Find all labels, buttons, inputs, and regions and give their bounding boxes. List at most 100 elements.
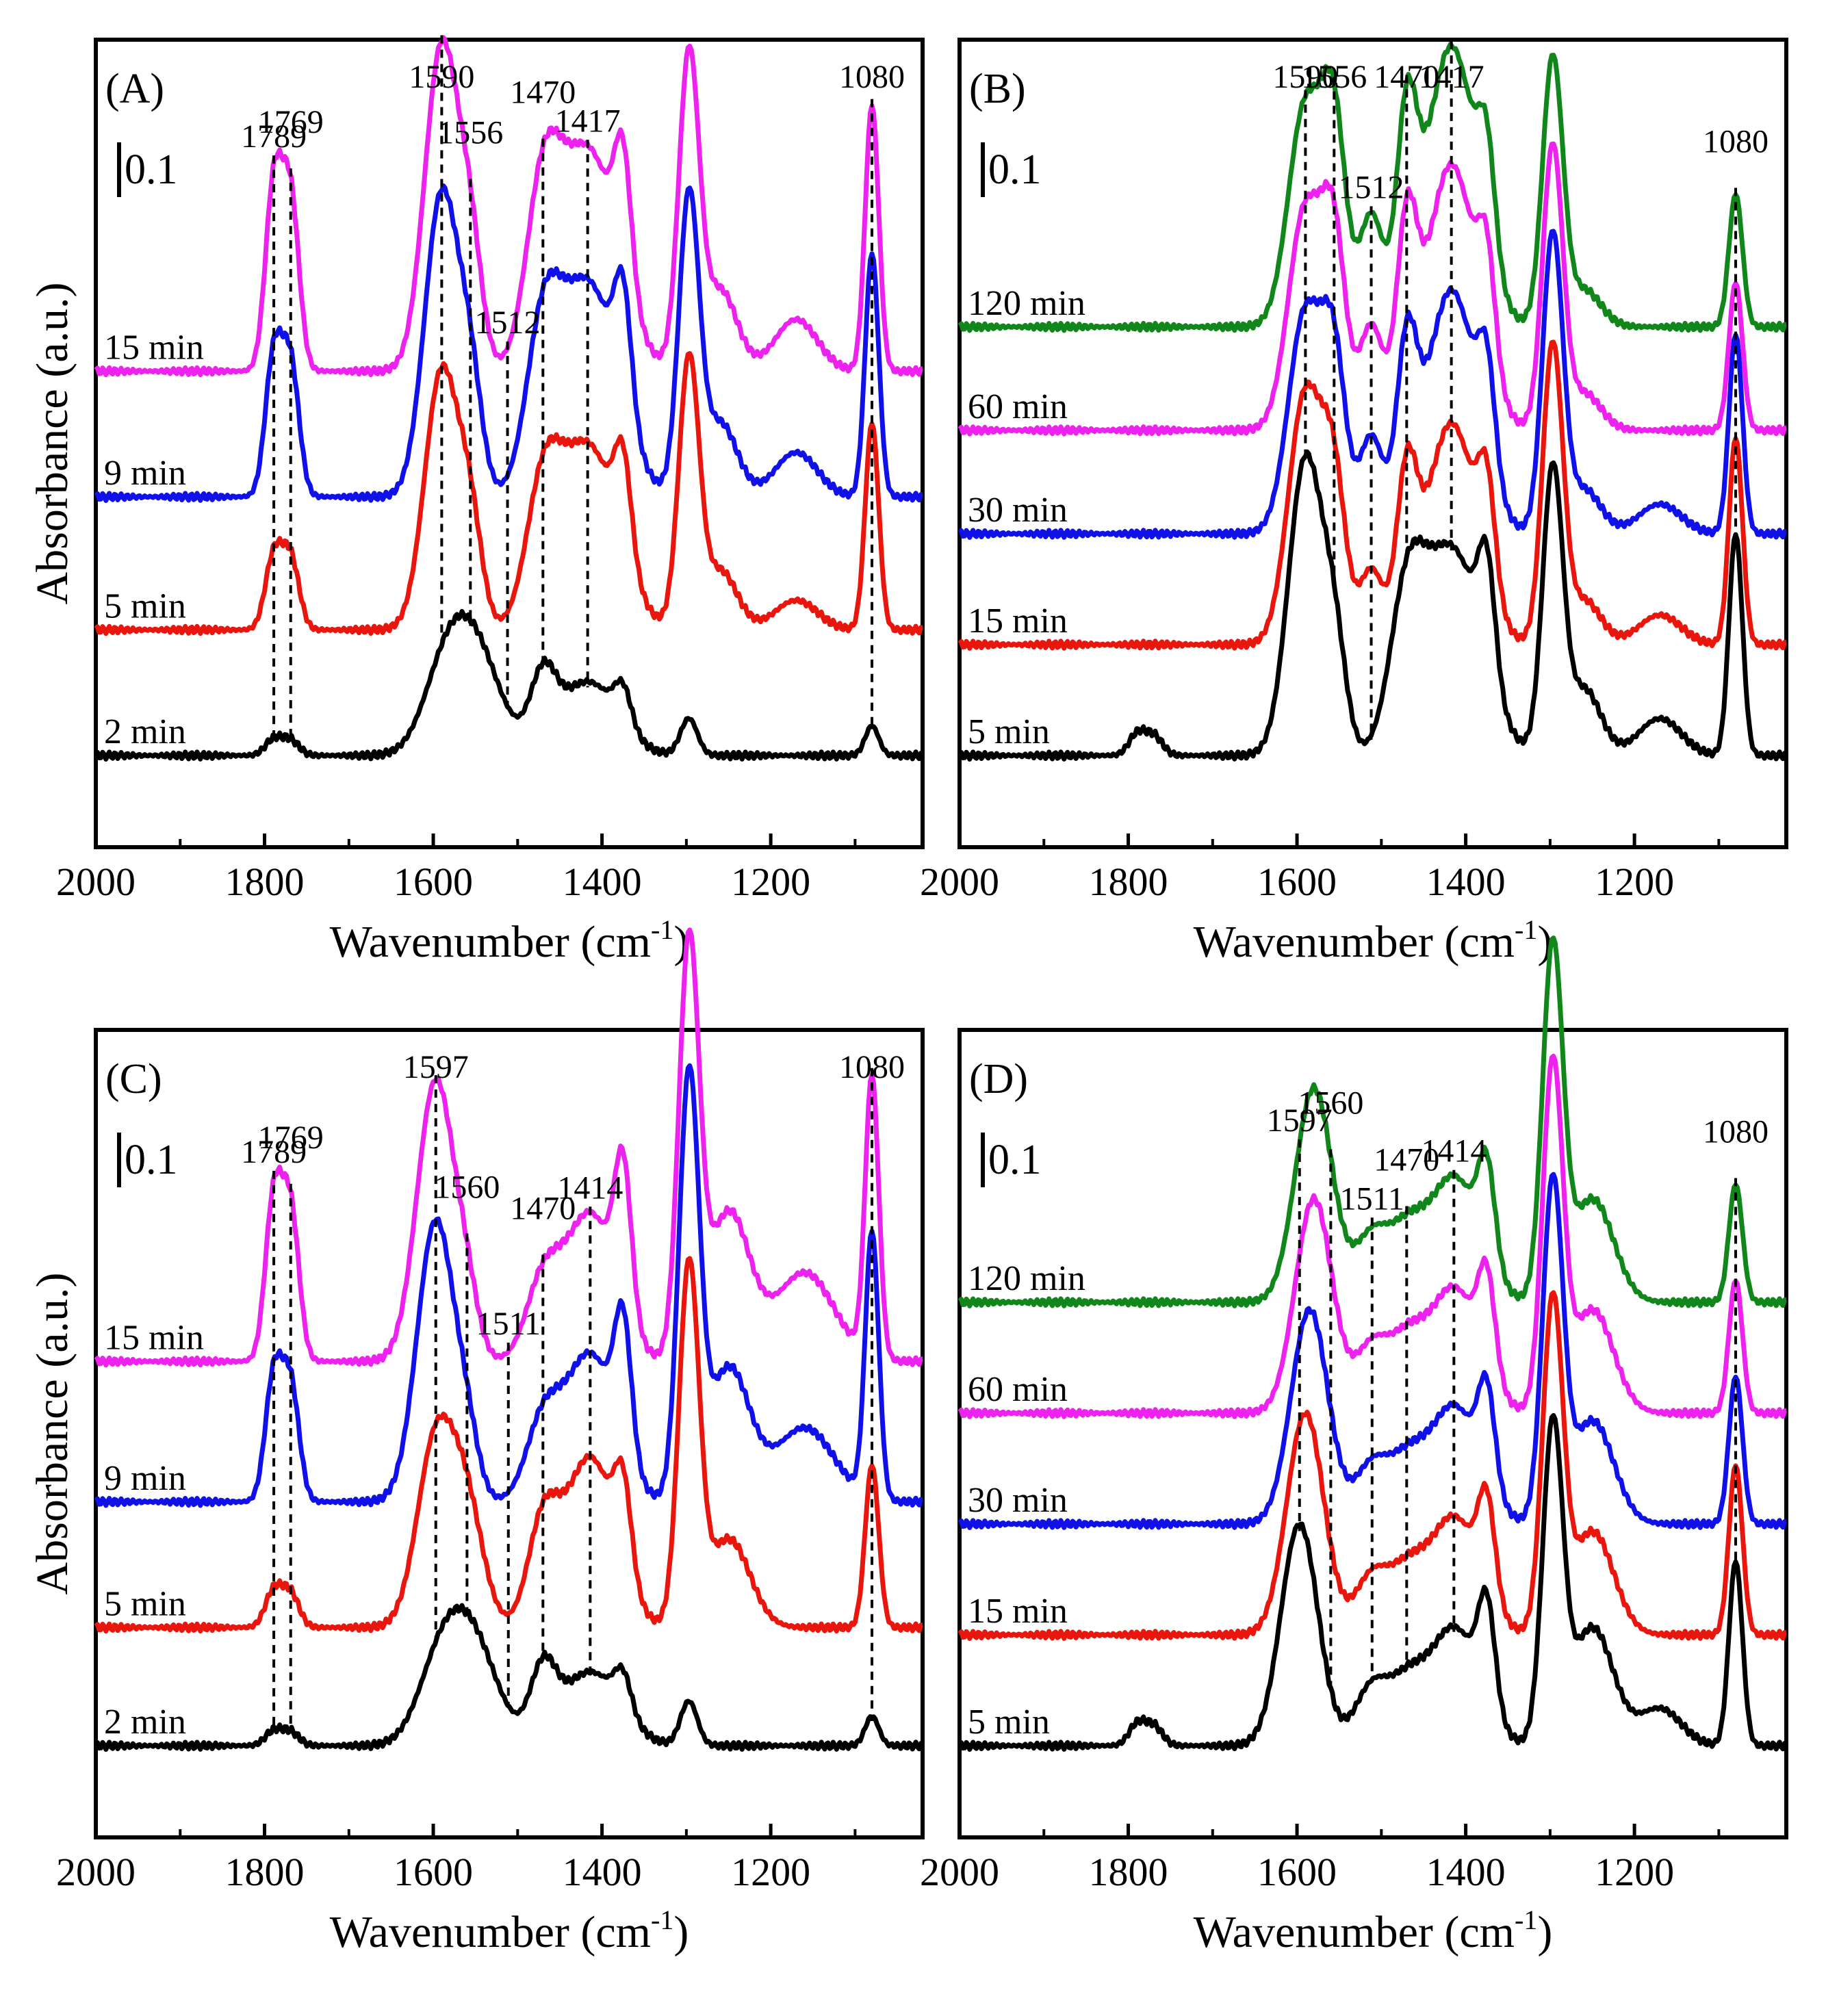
peak-label: 1769 <box>258 1120 324 1156</box>
peak-label: 1080 <box>839 1049 905 1085</box>
series-label: 5 min <box>968 1703 1050 1742</box>
x-tick-label: 1400 <box>563 1850 642 1894</box>
plot-frame <box>94 1028 925 1839</box>
series-label: 120 min <box>968 1259 1085 1298</box>
y-axis-title: Absorbance (a.u.) <box>27 1273 77 1595</box>
peak-label: 1560 <box>1298 1085 1363 1121</box>
panel-b: 2000 1800 1600 1400 1200 Wavenumber (cm-1) (B)… <box>920 38 1788 967</box>
series-label: 30 min <box>968 491 1068 530</box>
peak-label: 1556 <box>1301 59 1367 95</box>
plot-frame <box>957 38 1788 849</box>
x-axis-title-main: Wavenumber (cm <box>330 917 651 967</box>
x-tick-label: 1400 <box>563 860 642 904</box>
x-axis-title-superscript: -1 <box>651 1904 673 1935</box>
y-axis-title: Absorbance (a.u.) <box>27 283 77 605</box>
x-tick-label: 2000 <box>56 860 136 904</box>
peak-label: 1080 <box>1703 123 1769 159</box>
x-tick-label: 1200 <box>731 1850 810 1894</box>
peak-label: 1511 <box>476 1306 541 1342</box>
x-axis-title-main: Wavenumber (cm <box>330 1907 651 1957</box>
peak-label: 1789 <box>241 1134 307 1170</box>
series-label: 9 min <box>104 1459 186 1498</box>
x-axis-title: Wavenumber (cm-1) <box>1194 914 1553 967</box>
peak-label: 1590 <box>409 59 474 95</box>
spectrum-line <box>94 927 923 1368</box>
series-label: 15 min <box>104 1319 204 1358</box>
x-tick-label: 2000 <box>56 1850 136 1894</box>
series-label: 5 min <box>104 587 186 626</box>
scale-label: 0.1 <box>988 1137 1042 1183</box>
x-axis-title: Wavenumber (cm-1) <box>330 914 689 967</box>
panel-a: 2000 1800 1600 1400 1200 Wavenumber (cm-1) Abs… <box>27 35 925 967</box>
peak-label: 1470 <box>510 1191 576 1227</box>
panel-label: (B) <box>969 66 1026 112</box>
scale-label: 0.1 <box>988 146 1042 193</box>
panel-label: (C) <box>105 1056 162 1102</box>
x-tick-label: 2000 <box>920 1850 999 1894</box>
x-tick-label: 1200 <box>1595 1850 1674 1894</box>
x-axis-title-main: Wavenumber (cm <box>1194 1907 1515 1957</box>
x-tick-label: 2000 <box>920 860 999 904</box>
peak-label: 1414 <box>557 1169 623 1206</box>
x-tick-label: 1800 <box>225 860 305 904</box>
spectrum-line <box>94 1063 923 1508</box>
panel-d: 2000 1800 1600 1400 1200 Wavenumber (cm-1) (D)… <box>920 935 1788 1957</box>
spectrum-line <box>94 608 923 762</box>
spectrum-line <box>94 1256 923 1634</box>
series-label: 9 min <box>104 454 186 493</box>
peak-label: 1556 <box>437 115 503 151</box>
panel-label: (A) <box>105 66 164 112</box>
panel-c: 2000 1800 1600 1400 1200 Wavenumber (cm-1) Abs… <box>27 927 925 1957</box>
x-axis-title-superscript: -1 <box>1515 914 1537 945</box>
spectrum-line <box>957 141 1787 437</box>
spectrum-line <box>94 351 923 636</box>
x-tick-label: 1800 <box>225 1850 305 1894</box>
x-axis-title-close: ) <box>1537 1907 1552 1957</box>
peak-label: 1470 <box>1374 1141 1439 1178</box>
x-tick-label: 1200 <box>1595 860 1674 904</box>
series-label: 60 min <box>968 1370 1068 1409</box>
peak-label: 1597 <box>1267 1102 1333 1139</box>
series-label: 15 min <box>968 602 1068 641</box>
x-axis-title-main: Wavenumber (cm <box>1194 917 1515 967</box>
peak-label: 1560 <box>434 1169 500 1205</box>
x-tick-label: 1600 <box>394 860 473 904</box>
peak-label: 1414 <box>1421 1133 1487 1169</box>
series-label: 15 min <box>968 1592 1068 1631</box>
spectrum-line <box>957 449 1787 762</box>
peak-label: 1597 <box>403 1049 469 1085</box>
peak-label: 1417 <box>555 103 621 139</box>
scale-label: 0.1 <box>125 1137 178 1183</box>
spectrum-line <box>957 229 1787 540</box>
peak-label: 1470 <box>1374 59 1439 95</box>
x-tick-label: 1400 <box>1426 1850 1506 1894</box>
peak-label: 1511 <box>1340 1180 1404 1217</box>
peak-label: 1590 <box>1272 59 1338 95</box>
peak-label: 1080 <box>1703 1113 1769 1150</box>
series-label: 60 min <box>968 387 1068 426</box>
plot-frame <box>957 1028 1788 1839</box>
x-tick-label: 1800 <box>1089 860 1168 904</box>
series-label: 15 min <box>104 328 204 367</box>
x-tick-label: 1400 <box>1426 860 1506 904</box>
x-tick-label: 1200 <box>731 860 810 904</box>
spectrum-line <box>94 35 923 378</box>
peak-label: 1080 <box>839 59 905 95</box>
series-label: 30 min <box>968 1481 1068 1520</box>
peak-label: 1470 <box>510 75 576 111</box>
x-axis-title-superscript: -1 <box>1515 1904 1537 1935</box>
peak-label: 1512 <box>1339 169 1404 205</box>
peak-label: 1417 <box>1419 59 1484 95</box>
x-tick-label: 1600 <box>394 1850 473 1894</box>
x-axis-title-close: ) <box>673 1907 689 1957</box>
x-tick-label: 1600 <box>1257 860 1337 904</box>
x-tick-label: 1800 <box>1089 1850 1168 1894</box>
spectrum-line <box>957 41 1787 333</box>
plot-frame <box>94 38 925 849</box>
peak-label: 1769 <box>258 104 324 140</box>
peak-label: 1789 <box>241 118 307 155</box>
panel-label: (D) <box>969 1056 1028 1102</box>
spectrum-line <box>957 339 1787 651</box>
x-axis-title: Wavenumber (cm-1) <box>330 1904 689 1957</box>
